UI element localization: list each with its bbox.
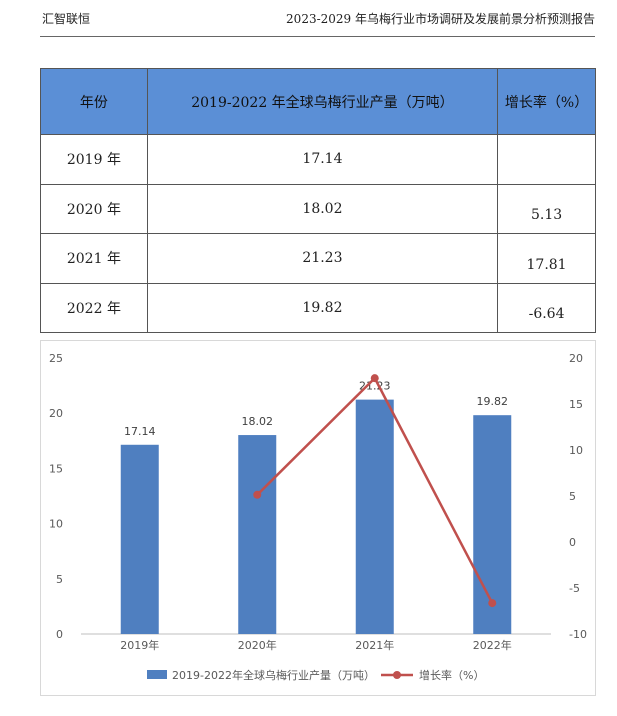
y-right-tick-label: -10 [569,628,587,641]
table-header-year: 年份 [40,68,148,135]
bar [120,444,159,634]
y-left-tick-label: 25 [49,352,63,365]
bar-data-label: 17.14 [124,425,156,438]
table-cell-growth: -6.64 [497,282,596,333]
bar-data-label: 18.02 [242,415,274,428]
table-row: 2021 年 21.23 17.81 [40,233,596,284]
growth-point [370,374,379,383]
y-left-tick-label: 15 [49,462,63,475]
y-right-tick-label: 0 [569,536,576,549]
table-header-output: 2019-2022 年全球乌梅行业产量（万吨） [146,68,499,135]
output-chart: 0 5 10 15 20 25 -10 -5 0 5 10 15 20 17.14 2019年 18.02 20… [40,340,596,696]
table-cell-growth: 17.81 [497,233,596,284]
bar-data-label: 21.23 [359,380,391,393]
table-cell-year: 2020 年 [40,183,148,234]
x-tick-label: 2020年 [238,638,277,652]
table-row: 2022 年 19.82 -6.64 [40,282,596,333]
y-right-tick-label: 20 [569,352,583,365]
legend-line-label: 增长率（%） [419,668,484,682]
legend-line-marker [393,671,401,679]
bar [473,415,512,634]
table-cell-growth [497,134,596,185]
bar [238,435,277,634]
growth-point [488,599,497,608]
table-cell-year: 2022 年 [40,282,148,333]
x-tick-label: 2022年 [473,638,512,652]
x-tick-label: 2019年 [120,638,159,652]
output-table: 年份 2019-2022 年全球乌梅行业产量（万吨） 增长率（%） 2019 年… [40,68,596,333]
table-cell-output: 18.02 [146,183,499,234]
y-right-tick-label: 10 [569,444,583,457]
chart-canvas: 0 5 10 15 20 25 -10 -5 0 5 10 15 20 17.14 2019年 18.02 20… [49,352,587,682]
header-divider [40,36,595,37]
y-right-tick-label: 5 [569,490,576,503]
bar-data-label: 19.82 [477,395,509,408]
legend-bar-swatch [147,670,167,679]
header-company: 汇智联恒 [42,12,91,26]
table-row: 2019 年 17.14 [40,134,596,185]
y-left-tick-label: 10 [49,518,63,531]
x-tick-label: 2021年 [355,638,394,652]
header-report-title: 2023-2029 年乌梅行业市场调研及发展前景分析预测报告 [286,12,595,26]
y-right-tick-label: 15 [569,398,583,411]
table-cell-output: 21.23 [146,233,499,284]
table-header-row: 年份 2019-2022 年全球乌梅行业产量（万吨） 增长率（%） [40,68,596,135]
table-cell-year: 2021 年 [40,233,148,284]
table-cell-output: 19.82 [146,282,499,333]
table-header-growth: 增长率（%） [497,68,596,135]
y-left-tick-label: 0 [56,628,63,641]
table-cell-year: 2019 年 [40,134,148,185]
table-cell-output: 17.14 [146,134,499,185]
table-row: 2020 年 18.02 5.13 [40,183,596,234]
legend-bar-label: 2019-2022年全球乌梅行业产量（万吨） [172,668,375,682]
y-left-tick-label: 20 [49,407,63,420]
y-right-tick-label: -5 [569,582,580,595]
growth-point [253,490,262,499]
table-cell-growth: 5.13 [497,183,596,234]
y-left-tick-label: 5 [56,573,63,586]
bar [355,399,394,634]
